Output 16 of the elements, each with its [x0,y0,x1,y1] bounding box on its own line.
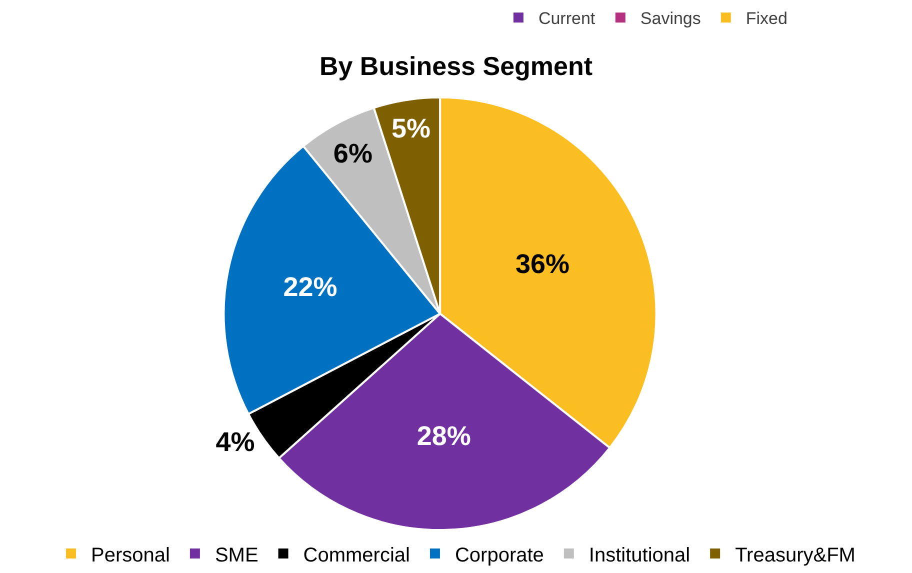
legend-label: Fixed [746,9,788,28]
legend-label: Current [538,9,596,28]
legend-label: Treasury&FM [735,544,856,566]
data-label: 36% [515,249,570,280]
data-label: 28% [416,421,471,452]
legend-label: Institutional [588,544,690,566]
data-label: 6% [333,138,372,168]
chart-title: By Business Segment [319,50,593,81]
legend-label: Savings [640,9,701,28]
legend-label: SME [214,544,258,566]
data-label: 5% [392,114,431,144]
legend-label: Commercial [303,544,410,566]
legend-label: Corporate [454,544,544,566]
legend-label: Personal [91,544,170,566]
data-label: 4% [216,426,255,457]
data-label: 22% [283,272,338,302]
